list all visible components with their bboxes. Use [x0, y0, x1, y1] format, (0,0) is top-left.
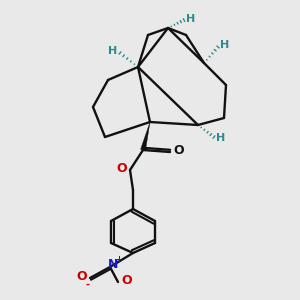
Polygon shape	[141, 122, 150, 151]
Text: N: N	[108, 259, 118, 272]
Text: O: O	[117, 161, 127, 175]
Text: O: O	[77, 271, 87, 284]
Text: H: H	[216, 133, 226, 143]
Text: H: H	[220, 40, 230, 50]
Text: -: -	[86, 280, 90, 290]
Text: O: O	[174, 145, 184, 158]
Text: +: +	[116, 254, 122, 263]
Text: O: O	[122, 274, 132, 287]
Text: H: H	[186, 14, 196, 24]
Text: H: H	[108, 46, 118, 56]
